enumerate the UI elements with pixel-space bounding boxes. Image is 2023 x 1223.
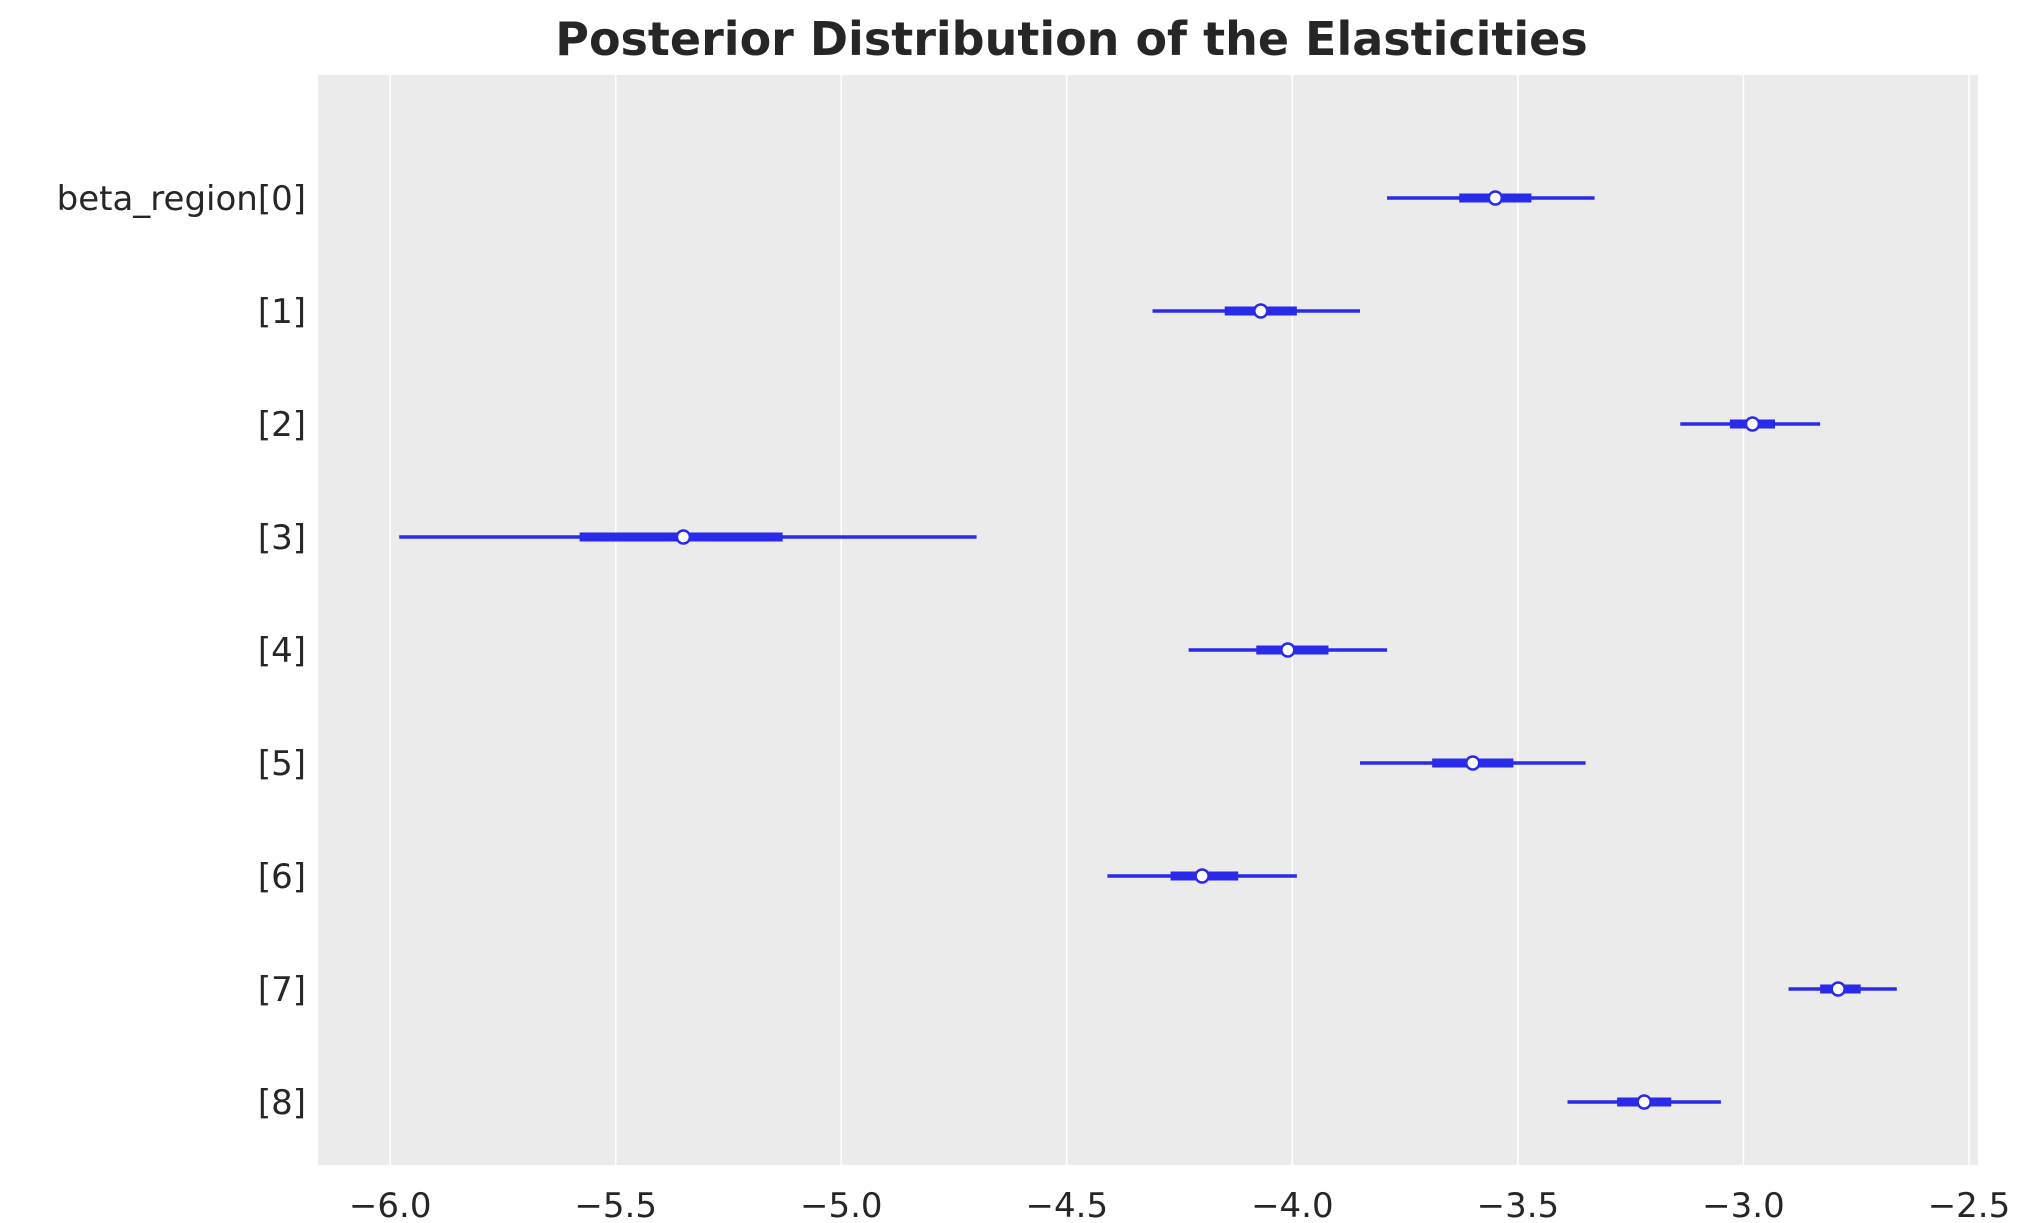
x-tick-label: −3.5: [1477, 1186, 1560, 1223]
y-tick-label: [6]: [258, 857, 306, 897]
median-point: [1830, 981, 1846, 997]
y-tick-label: [7]: [258, 970, 306, 1010]
y-tick-label: beta_region[0]: [57, 179, 306, 219]
y-tick-label: [2]: [258, 405, 306, 445]
y-tick-label: [3]: [258, 518, 306, 558]
y-tick-label: [5]: [258, 744, 306, 784]
median-point: [1636, 1094, 1652, 1110]
x-tick-label: −3.0: [1702, 1186, 1785, 1223]
x-tick-label: −4.5: [1026, 1186, 1109, 1223]
median-point: [675, 529, 692, 545]
median-point: [1465, 755, 1481, 771]
median-point: [1487, 190, 1504, 206]
y-tick-label: [4]: [258, 631, 306, 671]
series-layer: [399, 190, 1897, 1110]
x-tick-label: −6.0: [349, 1186, 432, 1223]
y-tick-labels: beta_region[0] [1] [2] [3] [4] [5] [6] [7] [8]: [57, 179, 306, 1123]
median-point: [1744, 416, 1761, 432]
x-tick-labels: −6.0 −5.5 −5.0 −4.5 −4.0 −3.5 −3.0 −2.5: [349, 1186, 2010, 1223]
median-point: [1194, 868, 1210, 884]
median-point: [1280, 642, 1296, 658]
grid-lines: [389, 75, 1970, 1165]
x-tick-label: −2.5: [1928, 1186, 2011, 1223]
x-tick-label: −5.0: [800, 1186, 883, 1223]
x-tick-label: −5.5: [574, 1186, 657, 1223]
y-tick-label: [1]: [258, 292, 306, 332]
plot-area: [318, 75, 1978, 1165]
y-tick-label: [8]: [258, 1083, 306, 1123]
chart-title: Posterior Distribution of the Elasticiti…: [555, 12, 1588, 66]
median-point: [1253, 303, 1269, 319]
x-tick-label: −4.0: [1251, 1186, 1334, 1223]
